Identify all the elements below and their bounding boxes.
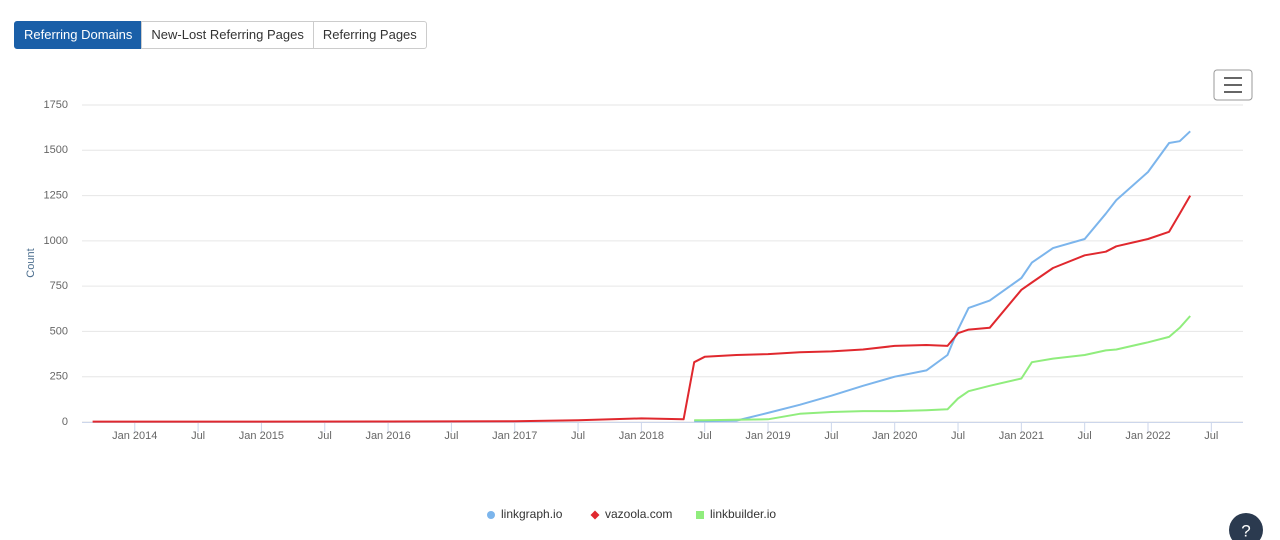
legend-label: linkbuilder.io (710, 507, 776, 521)
legend-marker (590, 510, 600, 520)
y-tick-label: 1000 (44, 235, 68, 247)
legend-item[interactable]: vazoola.com (590, 507, 673, 521)
y-tick-label: 1250 (44, 189, 68, 201)
x-tick-label: Jan 2014 (112, 430, 157, 442)
legend-item[interactable]: linkbuilder.io (696, 507, 776, 521)
x-tick-label: Jul (698, 430, 712, 442)
x-tick-label: Jan 2015 (239, 430, 284, 442)
legend-marker (487, 511, 495, 519)
x-tick-label: Jan 2016 (365, 430, 410, 442)
x-tick-label: Jul (191, 430, 205, 442)
y-tick-label: 750 (50, 280, 68, 292)
help-button[interactable]: ? (1229, 513, 1263, 540)
legend-label: vazoola.com (605, 507, 672, 521)
x-tick-label: Jan 2018 (619, 430, 664, 442)
y-axis-label: Count (25, 248, 37, 277)
x-tick-label: Jan 2017 (492, 430, 537, 442)
y-tick-label: 500 (50, 325, 68, 337)
y-tick-label: 1500 (44, 144, 68, 156)
tab[interactable]: New-Lost Referring Pages (141, 21, 314, 49)
x-tick-label: Jan 2019 (745, 430, 790, 442)
x-tick-label: Jul (951, 430, 965, 442)
x-tick-label: Jan 2021 (999, 430, 1044, 442)
x-tick-label: Jul (571, 430, 585, 442)
tab[interactable]: Referring Domains (14, 21, 143, 49)
legend-label: linkgraph.io (501, 507, 563, 521)
legend-marker (696, 511, 704, 519)
x-tick-label: Jul (318, 430, 332, 442)
series-line (694, 130, 1191, 423)
tab-group: Referring Domains New-Lost Referring Page… (14, 21, 427, 49)
tab[interactable]: Referring Pages (312, 21, 427, 49)
x-tick-label: Jul (824, 430, 838, 442)
menu-button[interactable] (1213, 69, 1253, 101)
y-tick-label: 0 (62, 416, 68, 428)
x-tick-label: Jul (1078, 430, 1092, 442)
x-tick-label: Jul (1204, 430, 1218, 442)
help-button-label[interactable]: ? (1241, 521, 1250, 540)
x-tick-label: Jul (444, 430, 458, 442)
series-line (694, 315, 1191, 422)
x-tick-label: Jan 2022 (1125, 430, 1170, 442)
legend-item[interactable]: linkgraph.io (487, 507, 563, 521)
series-line (92, 195, 1192, 423)
x-tick-label: Jan 2020 (872, 430, 917, 442)
y-tick-label: 250 (50, 371, 68, 383)
help-button-circle[interactable] (1229, 513, 1263, 540)
y-tick-label: 1750 (44, 99, 68, 111)
